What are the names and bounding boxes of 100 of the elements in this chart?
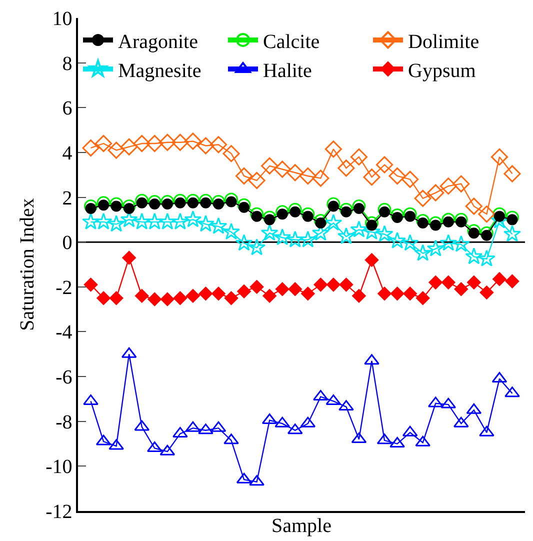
y-tick-label: -12 [46,501,72,523]
point [402,286,418,301]
point [465,198,482,215]
point [364,354,380,365]
point [261,157,278,174]
point [430,220,442,231]
point [158,212,176,230]
point [274,160,291,178]
point [210,136,228,154]
point [442,212,456,226]
point [238,202,250,213]
point [353,202,364,214]
point [454,282,468,296]
point [426,240,444,256]
point [465,248,483,264]
point [184,132,202,150]
legend-label: Dolimite [408,30,480,53]
point [364,216,378,230]
point [210,217,228,234]
x-axis-title: Sample [272,514,332,537]
point [404,210,416,222]
point [120,138,138,156]
point [390,208,404,222]
legend-label: Gypsum [408,60,476,82]
point [248,238,266,256]
point [466,275,482,290]
point [480,226,494,240]
y-axis-title: Saturation Index [16,198,39,331]
point [416,290,430,306]
y-tick-label: -2 [56,276,72,299]
point [94,212,112,230]
point [468,228,480,239]
point [414,244,432,261]
point [301,207,315,221]
point [478,206,496,223]
y-tick-label: 8 [62,52,72,75]
point [148,195,162,208]
point [390,437,405,448]
point [324,140,342,158]
point [312,170,330,187]
point [248,172,266,190]
point [133,134,150,152]
point [94,134,112,152]
point [174,197,186,208]
y-tick-label: -8 [56,411,72,434]
point [85,202,96,214]
point [440,234,458,251]
point [82,139,100,157]
point [260,224,278,241]
point [388,167,406,185]
point [492,272,507,286]
point [505,210,519,224]
point [160,195,174,208]
point [428,216,442,230]
point [98,200,110,211]
point [82,212,100,230]
point [454,212,468,226]
point [441,275,456,290]
point [173,290,188,306]
point [379,206,390,218]
point [222,145,240,162]
point [315,218,326,229]
y-tick-label: 2 [62,187,72,210]
point [146,212,164,230]
point [110,200,122,212]
point [286,230,304,248]
point [147,292,162,306]
point [146,134,164,152]
point [352,288,366,304]
point [196,215,214,232]
point [324,214,342,231]
point [198,194,212,208]
point [251,210,262,222]
point [478,250,496,266]
point [262,288,277,304]
point [376,225,394,242]
point [401,234,419,251]
point [505,274,520,288]
point [299,230,317,248]
point [286,164,304,182]
point [366,220,378,231]
point [186,288,200,304]
point [133,212,151,230]
point [290,206,301,218]
point [392,212,403,223]
point [124,202,135,214]
point [184,210,202,228]
point [198,424,214,434]
point [108,142,125,159]
point [122,199,136,213]
point [338,400,354,411]
point [390,286,404,301]
point [237,198,251,212]
point [149,198,160,210]
point [377,286,392,301]
legend-label: Calcite [263,30,320,53]
point [494,210,505,222]
point [452,235,470,252]
point [224,290,238,306]
point [110,197,124,211]
